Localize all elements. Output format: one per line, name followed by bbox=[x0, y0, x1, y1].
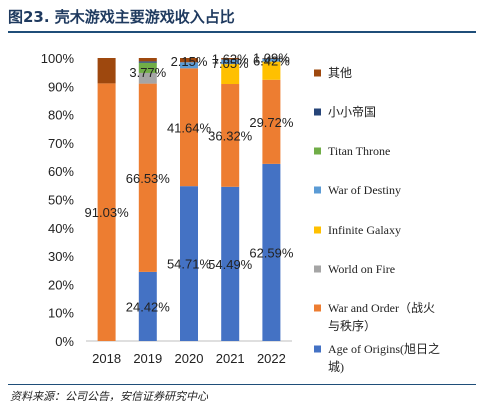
bar-segment bbox=[138, 62, 157, 73]
bar-segment bbox=[262, 61, 281, 80]
legend-swatch bbox=[314, 226, 321, 234]
legend-label: 其他 bbox=[328, 66, 352, 80]
data-label: 24.42% bbox=[126, 299, 171, 314]
data-label: 62.59% bbox=[249, 245, 294, 260]
legend-label: World on Fire bbox=[328, 262, 395, 276]
legend-swatch bbox=[314, 147, 321, 155]
bar-segment bbox=[97, 58, 116, 84]
data-label: 7.05% bbox=[212, 56, 249, 71]
bar-segment bbox=[138, 83, 157, 272]
x-tick-label: 2018 bbox=[92, 351, 121, 366]
bar-segment bbox=[180, 62, 198, 69]
data-label: 1.09% bbox=[253, 51, 290, 66]
bar-segment bbox=[221, 58, 240, 60]
data-label: 2.15% bbox=[171, 54, 208, 69]
legend-swatch bbox=[314, 265, 321, 273]
bar-segment bbox=[138, 72, 157, 84]
data-label: 6.42% bbox=[253, 54, 290, 69]
y-tick-label: 60% bbox=[48, 164, 74, 179]
y-tick-label: 70% bbox=[48, 136, 74, 151]
bar-segment bbox=[180, 58, 198, 63]
y-tick-label: 40% bbox=[48, 221, 74, 236]
y-tick-label: 80% bbox=[48, 108, 74, 123]
legend-label: War and Order（战火 bbox=[328, 301, 435, 315]
bar-segment bbox=[221, 59, 240, 65]
source-note: 资料来源：公司公告，安信证券研究中心 bbox=[10, 390, 208, 403]
bar-segment bbox=[180, 186, 198, 341]
x-tick-label: 2022 bbox=[257, 351, 286, 366]
y-tick-label: 0% bbox=[55, 334, 74, 349]
bar-segment bbox=[180, 68, 198, 187]
source-rule bbox=[8, 384, 476, 385]
data-label: 3.77% bbox=[129, 65, 166, 80]
bar-segment bbox=[138, 61, 157, 63]
legend-label: 与秩序） bbox=[328, 318, 376, 333]
y-tick-label: 90% bbox=[48, 79, 74, 94]
bar-segment bbox=[262, 58, 281, 59]
data-label: 1.63% bbox=[212, 51, 249, 66]
legend-swatch bbox=[314, 108, 321, 116]
data-label: 91.03% bbox=[85, 205, 130, 220]
legend-label: 小小帝国 bbox=[328, 104, 376, 119]
data-label: 54.49% bbox=[208, 257, 253, 272]
data-label: 54.71% bbox=[167, 257, 212, 272]
bar-segment bbox=[262, 58, 281, 62]
bar-segment bbox=[262, 79, 281, 164]
bar-segment bbox=[221, 64, 240, 85]
bar-segment bbox=[221, 186, 240, 341]
legend-label: Age of Origins(旭日之 bbox=[328, 342, 440, 356]
figure-title: 图23. 壳木游戏主要游戏收入占比 bbox=[8, 8, 235, 26]
legend-label: 城) bbox=[328, 360, 344, 374]
data-label: 36.32% bbox=[208, 128, 253, 143]
data-label: 29.72% bbox=[249, 115, 294, 130]
bar-segment bbox=[138, 271, 157, 341]
legend-label: Titan Throne bbox=[328, 144, 390, 158]
x-tick-label: 2020 bbox=[175, 351, 204, 366]
x-tick-label: 2019 bbox=[133, 351, 162, 366]
bar-segment bbox=[97, 83, 116, 341]
y-tick-label: 20% bbox=[48, 277, 74, 292]
bar-segment bbox=[262, 163, 281, 341]
y-tick-label: 30% bbox=[48, 249, 74, 264]
data-label: 41.64% bbox=[167, 120, 212, 135]
legend-swatch bbox=[314, 69, 321, 77]
data-label: 66.53% bbox=[126, 171, 171, 186]
legend-swatch bbox=[314, 345, 321, 353]
legend-swatch bbox=[314, 186, 321, 194]
y-tick-label: 10% bbox=[48, 306, 74, 321]
y-tick-label: 50% bbox=[48, 193, 74, 208]
y-tick-label: 100% bbox=[41, 51, 75, 66]
legend-label: War of Destiny bbox=[328, 183, 401, 197]
stacked-bar-chart: 0% 10% 20% 30% 40% 50% 60% 70% 80% 90% 100% 2018 201… bbox=[41, 51, 440, 374]
bar-segment bbox=[138, 58, 157, 62]
bar-segment bbox=[221, 84, 240, 187]
legend-label: Infinite Galaxy bbox=[328, 223, 401, 237]
legend-swatch bbox=[314, 304, 321, 312]
title-rule bbox=[8, 31, 476, 33]
x-tick-label: 2021 bbox=[216, 351, 245, 366]
